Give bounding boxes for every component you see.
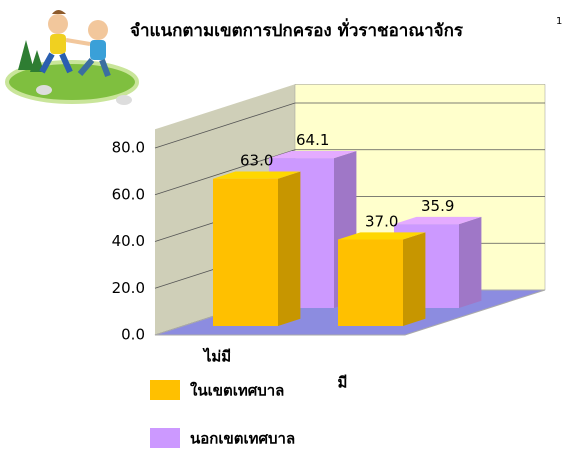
value-label: 63.0 [240,152,273,170]
x-tick-label: ไม่มี [202,347,231,366]
value-label: 64.1 [296,131,329,149]
legend-swatch [150,380,180,400]
bar-side [278,171,301,326]
bar-top [269,150,357,159]
y-tick-label: 20.0 [112,279,145,297]
bar-side [403,232,426,326]
bar-side [459,216,482,308]
legend-label: นอกเขตเทศบาล [190,430,295,448]
grid-line [154,102,545,149]
bar-top [213,171,301,179]
y-tick-label: 0.0 [121,326,145,344]
bar [213,178,278,326]
illustration [5,10,139,105]
grid-line [154,149,545,196]
bar-top [338,232,426,240]
title-superscript: 1 [556,16,562,27]
chart-title: จำแนกตามเขตการปกครอง ทั่วราชอาณาจักร [130,18,464,41]
bar [338,239,403,326]
legend-label: ในเขตเทศบาล [190,382,284,400]
y-tick-label: 80.0 [112,139,145,157]
value-label: 35.9 [421,197,454,215]
y-tick-label: 40.0 [112,232,145,250]
value-label: 37.0 [365,212,398,230]
x-tick-label: มี [338,374,348,392]
legend-swatch [150,428,180,448]
bar-top [394,216,482,225]
y-tick-label: 60.0 [112,185,145,203]
